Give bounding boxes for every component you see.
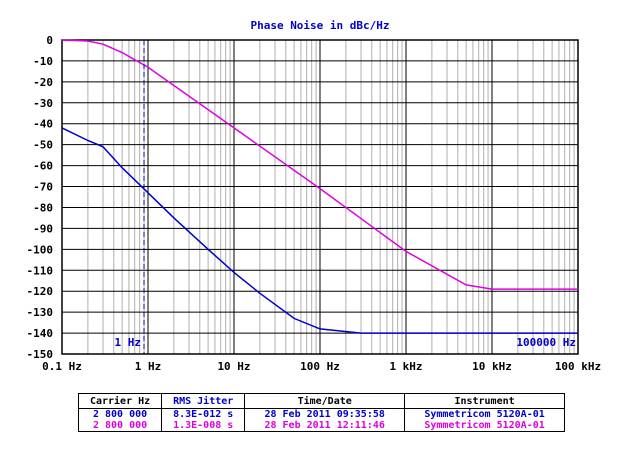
legend-cell-jitter: 1.3E-008 s bbox=[161, 420, 246, 432]
x-tick-label: 1 Hz bbox=[135, 360, 162, 373]
x-tick-label: 1 kHz bbox=[389, 360, 422, 373]
y-tick-label: -90 bbox=[33, 222, 53, 235]
chart-series bbox=[61, 39, 578, 334]
y-tick-label: -100 bbox=[27, 243, 54, 256]
x-tick-label: 100 kHz bbox=[555, 360, 601, 373]
legend-cell-carrier: 2 800 000 bbox=[77, 408, 163, 420]
legend-header-row: Carrier Hz RMS Jitter Time/Date Instrume… bbox=[77, 393, 565, 409]
x-tick-label: 10 Hz bbox=[217, 360, 250, 373]
marker-left-label: 1 Hz bbox=[115, 336, 142, 349]
legend-cell-timedate: 28 Feb 2011 09:35:58 bbox=[244, 408, 406, 420]
y-tick-label: -40 bbox=[33, 118, 53, 131]
y-tick-label: -30 bbox=[33, 97, 53, 110]
chart-axes: 0 -10 -20 -30 -40 -50 -60 -70 -80 -90 -100 -110 -120… bbox=[27, 34, 602, 373]
x-tick-label: 10 kHz bbox=[472, 360, 512, 373]
y-tick-label: -60 bbox=[33, 160, 53, 173]
legend-header-instrument: Instrument bbox=[404, 393, 565, 409]
legend-cell-carrier: 2 800 000 bbox=[77, 420, 163, 432]
y-tick-label: -50 bbox=[33, 139, 53, 152]
chart-grid bbox=[61, 39, 579, 355]
series-line bbox=[61, 127, 578, 334]
plot-frame bbox=[61, 39, 579, 355]
chart-title: Phase Noise in dBc/Hz bbox=[250, 19, 389, 32]
y-tick-label: -130 bbox=[27, 306, 54, 319]
legend-row: 2 800 000 1.3E-008 s 28 Feb 2011 12:11:4… bbox=[77, 420, 565, 432]
phase-noise-chart: Phase Noise in dBc/Hz 0 -10 -20 -30 -40 -50 -6… bbox=[27, 19, 602, 373]
legend-cell-instrument: Symmetricom 5120A-01 bbox=[404, 408, 565, 420]
legend-row: 2 800 000 8.3E-012 s 28 Feb 2011 09:35:5… bbox=[77, 408, 565, 420]
y-tick-label: -140 bbox=[27, 327, 54, 340]
y-tick-label: 0 bbox=[46, 34, 53, 47]
legend-cell-timedate: 28 Feb 2011 12:11:46 bbox=[244, 420, 406, 432]
legend-table: Carrier Hz RMS Jitter Time/Date Instrume… bbox=[77, 393, 565, 432]
legend-header-carrier: Carrier Hz bbox=[77, 393, 163, 409]
legend-header-timedate: Time/Date bbox=[244, 393, 406, 409]
y-tick-label: -110 bbox=[27, 264, 54, 277]
legend-header-jitter: RMS Jitter bbox=[161, 393, 246, 409]
y-tick-label: -70 bbox=[33, 181, 53, 194]
legend-cell-jitter: 8.3E-012 s bbox=[161, 408, 246, 420]
marker-right-label: 100000 Hz bbox=[516, 336, 576, 349]
y-tick-label: -150 bbox=[27, 348, 54, 361]
y-tick-label: -80 bbox=[33, 201, 53, 214]
y-tick-label: -20 bbox=[33, 76, 53, 89]
y-tick-label: -10 bbox=[33, 55, 53, 68]
chart-markers: 1 Hz 100000 Hz bbox=[115, 40, 576, 354]
x-tick-label: 0.1 Hz bbox=[42, 360, 82, 373]
x-tick-label: 100 Hz bbox=[300, 360, 340, 373]
legend-cell-instrument: Symmetricom 5120A-01 bbox=[404, 420, 565, 432]
y-tick-label: -120 bbox=[27, 285, 54, 298]
series-line bbox=[61, 39, 578, 290]
